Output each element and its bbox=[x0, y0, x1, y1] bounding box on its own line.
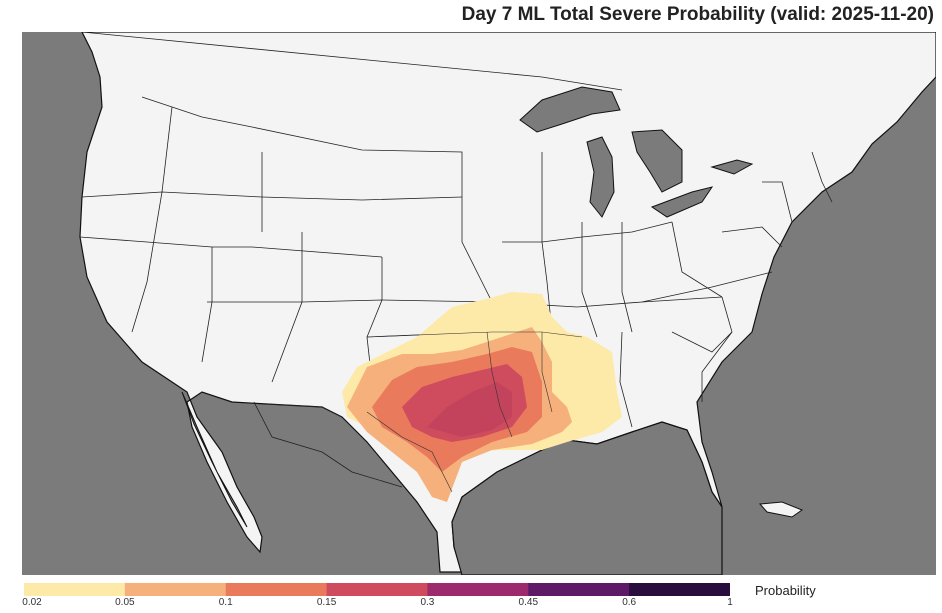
colorbar-tick-label: 0.3 bbox=[420, 597, 435, 608]
colorbar-segment bbox=[528, 583, 630, 596]
colorbar-segment bbox=[629, 583, 730, 596]
colorbar bbox=[24, 583, 730, 596]
colorbar-tick-label: 0.05 bbox=[115, 597, 135, 608]
colorbar-tick-label: 0.02 bbox=[22, 597, 42, 608]
probability-map bbox=[22, 32, 936, 575]
colorbar-segment bbox=[427, 583, 529, 596]
gulf-of-mexico bbox=[451, 421, 723, 575]
lake-erie bbox=[650, 186, 714, 218]
colorbar-tick-label: 0.1 bbox=[218, 597, 233, 608]
lake-michigan bbox=[586, 136, 615, 218]
colorbar-label: Probability bbox=[755, 583, 816, 598]
overlay-borders bbox=[366, 331, 583, 493]
colorbar-tick-label: 0.6 bbox=[622, 597, 637, 608]
colorbar-segment bbox=[225, 583, 328, 596]
colorbar-segment bbox=[124, 583, 227, 596]
colorbar-segment bbox=[24, 583, 126, 596]
cuba bbox=[758, 501, 804, 518]
colorbar-segment bbox=[326, 583, 428, 596]
lake-superior bbox=[519, 86, 621, 133]
map-title: Day 7 ML Total Severe Probability (valid… bbox=[461, 4, 934, 25]
lake-huron bbox=[631, 129, 683, 193]
colorbar-tick-label: 1 bbox=[727, 597, 733, 608]
gulf-of-california bbox=[181, 391, 248, 528]
lake-ontario bbox=[710, 159, 754, 175]
prob-area-0.3 bbox=[427, 382, 512, 437]
colorbar-tick-label: 0.15 bbox=[316, 597, 337, 608]
colorbar-tick-label: 0.45 bbox=[518, 597, 539, 608]
